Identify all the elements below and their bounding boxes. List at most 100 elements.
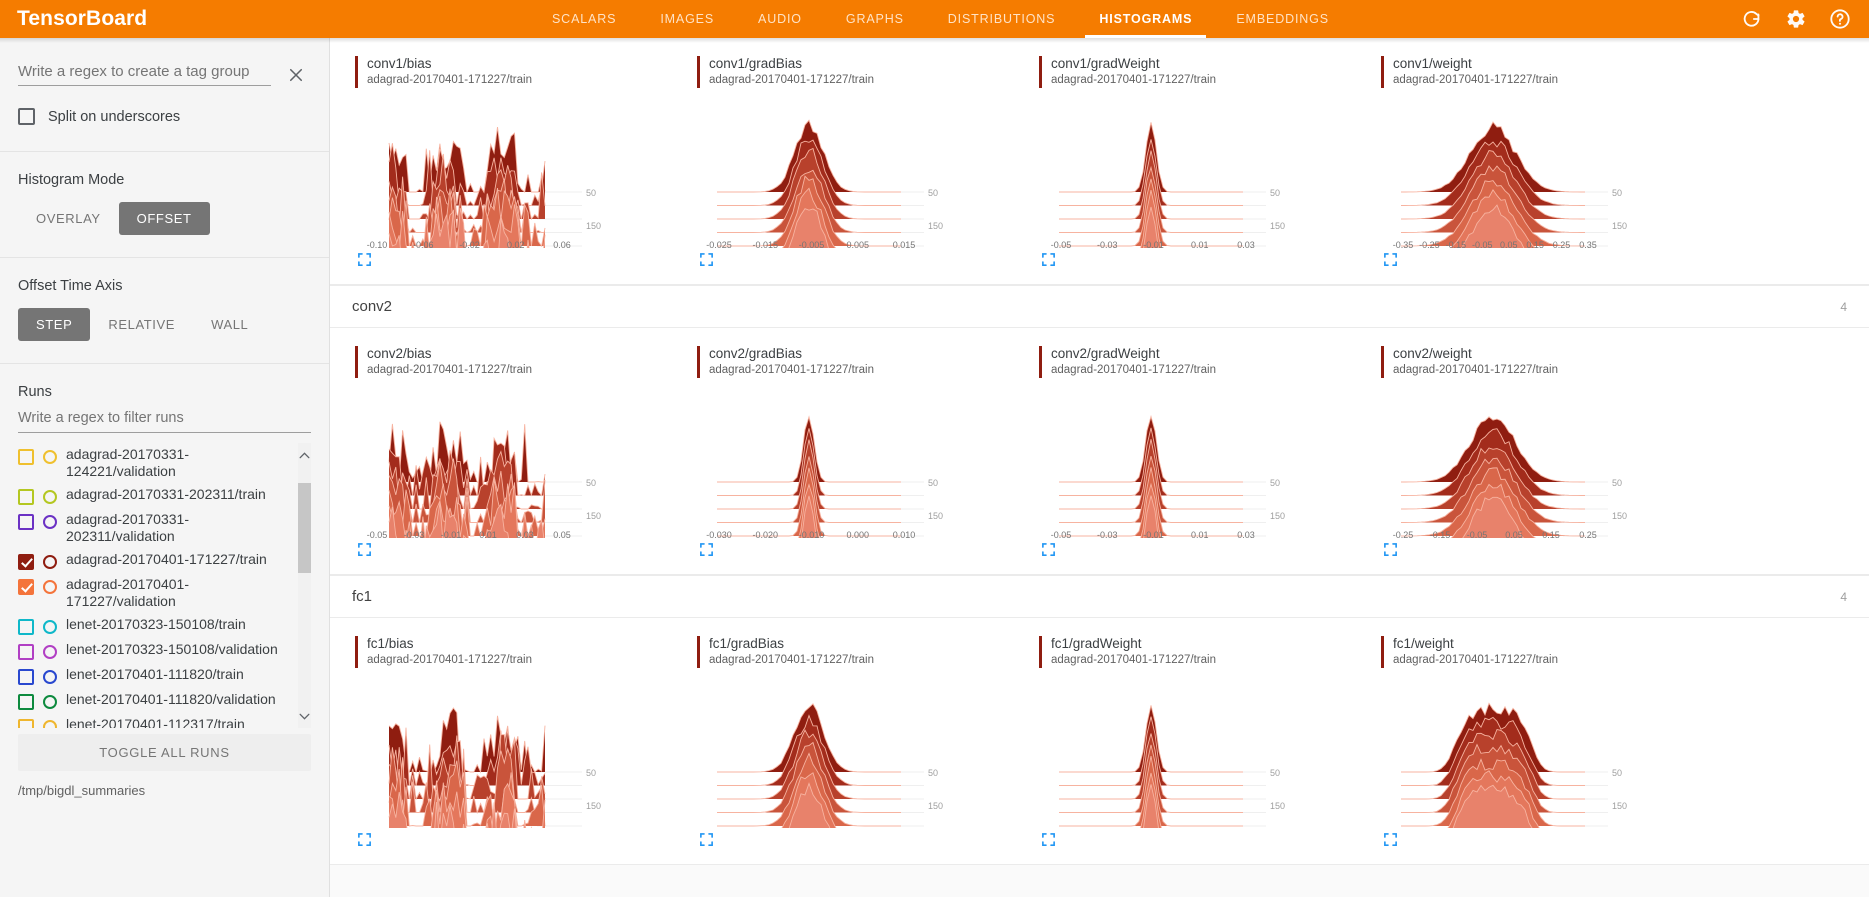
run-checkbox[interactable]: [18, 694, 34, 710]
histogram-plot[interactable]: 50 150: [1027, 678, 1357, 828]
plot-area[interactable]: 50 150: [1027, 678, 1363, 828]
expand-icon[interactable]: [1041, 832, 1363, 852]
plot-area[interactable]: 50 150: [685, 678, 1021, 828]
histogram-card[interactable]: fc1/gradBias adagrad-20170401-171227/trai…: [685, 636, 1021, 852]
run-color-dot[interactable]: [43, 670, 57, 684]
histogram-card[interactable]: conv2/gradWeight adagrad-20170401-171227/…: [1027, 346, 1363, 562]
plot-area[interactable]: 50 150: [1369, 678, 1705, 828]
histogram-plot[interactable]: 50 150 -0.05 -0.03 -0.01 0.01 0.03: [1027, 98, 1357, 248]
expand-icon[interactable]: [1383, 252, 1705, 272]
run-item[interactable]: lenet-20170323-150108/train: [18, 613, 289, 638]
tag-group-input[interactable]: [18, 61, 271, 86]
group-header-conv2[interactable]: conv2 4: [330, 285, 1869, 328]
run-filter-input[interactable]: [18, 408, 311, 433]
histograms-main[interactable]: conv1/bias adagrad-20170401-171227/train 5…: [330, 38, 1869, 897]
run-color-dot[interactable]: [43, 450, 57, 464]
toggle-all-runs-button[interactable]: TOGGLE ALL RUNS: [18, 734, 311, 771]
group-header-fc1[interactable]: fc1 4: [330, 575, 1869, 618]
run-checkbox[interactable]: [18, 514, 34, 530]
runs-scrollbar[interactable]: [298, 443, 311, 728]
plot-area[interactable]: 50 150 -0.05 -0.03 -0.01 0.01 0.03: [1027, 388, 1363, 538]
plot-area[interactable]: 50 150 -0.030 -0.020 -0.010 0.000 0.010: [685, 388, 1021, 538]
histogram-card[interactable]: fc1/bias adagrad-20170401-171227/train 50 1…: [343, 636, 679, 852]
chevron-up-icon[interactable]: [298, 445, 311, 465]
run-item[interactable]: lenet-20170323-150108/validation: [18, 638, 289, 663]
expand-icon[interactable]: [699, 252, 1021, 272]
chevron-down-icon[interactable]: [298, 706, 311, 726]
expand-icon[interactable]: [699, 832, 1021, 852]
runs-scroll-thumb[interactable]: [298, 483, 311, 573]
plot-area[interactable]: 50 150 -0.05 -0.03 -0.01 0.01 0.03: [1027, 98, 1363, 248]
expand-icon[interactable]: [1383, 832, 1705, 852]
run-item[interactable]: lenet-20170401-112317/train: [18, 713, 289, 728]
run-checkbox[interactable]: [18, 579, 34, 595]
run-checkbox[interactable]: [18, 554, 34, 570]
run-item[interactable]: adagrad-20170331-202311/train: [18, 483, 289, 508]
run-color-dot[interactable]: [43, 555, 57, 569]
histogram-card[interactable]: fc1/gradWeight adagrad-20170401-171227/tr…: [1027, 636, 1363, 852]
histogram-mode-offset[interactable]: OFFSET: [118, 202, 210, 235]
offset-time-axis-wall[interactable]: WALL: [211, 317, 249, 332]
offset-time-axis-relative[interactable]: RELATIVE: [108, 317, 176, 332]
histogram-card[interactable]: conv1/bias adagrad-20170401-171227/train 5…: [343, 56, 679, 272]
plot-area[interactable]: 50 150 -0.10 -0.06 -0.02 0.02 0.06: [343, 98, 679, 248]
histogram-card[interactable]: conv1/weight adagrad-20170401-171227/trai…: [1369, 56, 1705, 272]
run-checkbox[interactable]: [18, 619, 34, 635]
run-color-dot[interactable]: [43, 515, 57, 529]
run-item[interactable]: lenet-20170401-111820/train: [18, 663, 289, 688]
run-color-dot[interactable]: [43, 695, 57, 709]
plot-area[interactable]: 50 150 -0.25 -0.15 -0.05 0.05 0.15 0.25: [1369, 388, 1705, 538]
gear-icon[interactable]: [1785, 8, 1807, 30]
tab-images[interactable]: IMAGES: [660, 12, 715, 26]
run-checkbox[interactable]: [18, 489, 34, 505]
run-checkbox[interactable]: [18, 669, 34, 685]
histogram-card[interactable]: conv2/weight adagrad-20170401-171227/trai…: [1369, 346, 1705, 562]
run-item[interactable]: adagrad-20170401-171227/train: [18, 548, 289, 573]
histogram-plot[interactable]: 50 150 -0.05 -0.03 -0.01 0.01 0.03: [1027, 388, 1357, 538]
histogram-plot[interactable]: 50 150 -0.10 -0.06 -0.02 0.02 0.06: [343, 98, 673, 248]
expand-icon[interactable]: [699, 542, 1021, 562]
histogram-card[interactable]: conv2/gradBias adagrad-20170401-171227/tr…: [685, 346, 1021, 562]
tab-histograms[interactable]: HISTOGRAMS: [1077, 0, 1214, 38]
tab-distributions[interactable]: DISTRIBUTIONS: [947, 12, 1056, 26]
expand-icon[interactable]: [357, 252, 679, 272]
histogram-plot[interactable]: 50 150: [1369, 678, 1699, 828]
histogram-plot[interactable]: 50 150 -0.25 -0.15 -0.05 0.05 0.15 0.25: [1369, 388, 1699, 538]
refresh-icon[interactable]: [1741, 8, 1763, 30]
run-checkbox[interactable]: [18, 449, 34, 465]
tab-embeddings[interactable]: EMBEDDINGS: [1236, 12, 1329, 26]
histogram-card[interactable]: conv2/bias adagrad-20170401-171227/train 5…: [343, 346, 679, 562]
plot-area[interactable]: 50 150 -0.05 -0.03 -0.01 0.01 0.03 0.05: [343, 388, 679, 538]
plot-area[interactable]: 50 150: [343, 678, 679, 828]
split-on-underscores-checkbox[interactable]: [18, 108, 35, 125]
tab-audio[interactable]: AUDIO: [758, 12, 802, 26]
histogram-plot[interactable]: 50 150 -0.05 -0.03 -0.01 0.01 0.03 0.05: [343, 388, 673, 538]
split-on-underscores-row[interactable]: Split on underscores: [0, 86, 329, 151]
run-item[interactable]: lenet-20170401-111820/validation: [18, 688, 289, 713]
expand-icon[interactable]: [1041, 252, 1363, 272]
help-icon[interactable]: [1829, 8, 1851, 30]
plot-area[interactable]: 50 150 -0.025 -0.015 -0.005 0.005 0.015: [685, 98, 1021, 248]
expand-icon[interactable]: [357, 832, 679, 852]
run-item[interactable]: adagrad-20170401-171227/validation: [18, 573, 289, 613]
plot-area[interactable]: 50 150 -0.35 -0.25 -0.15 -0.05 0.05 0.15 0.25 0.3…: [1369, 98, 1705, 248]
tab-graphs[interactable]: GRAPHS: [845, 12, 904, 26]
histogram-plot[interactable]: 50 150: [685, 678, 1015, 828]
histogram-mode-overlay[interactable]: OVERLAY: [36, 211, 101, 226]
histogram-plot[interactable]: 50 150 -0.025 -0.015 -0.005 0.005 0.015: [685, 98, 1015, 248]
expand-icon[interactable]: [357, 542, 679, 562]
run-color-dot[interactable]: [43, 645, 57, 659]
run-color-dot[interactable]: [43, 620, 57, 634]
run-color-dot[interactable]: [43, 490, 57, 504]
histogram-card[interactable]: conv1/gradWeight adagrad-20170401-171227/…: [1027, 56, 1363, 272]
histogram-plot[interactable]: 50 150 -0.030 -0.020 -0.010 0.000 0.010: [685, 388, 1015, 538]
run-checkbox[interactable]: [18, 644, 34, 660]
close-icon[interactable]: [281, 60, 311, 90]
run-checkbox[interactable]: [18, 719, 34, 728]
run-item[interactable]: adagrad-20170331-124221/validation: [18, 443, 289, 483]
offset-time-axis-step[interactable]: STEP: [18, 308, 91, 341]
histogram-plot[interactable]: 50 150 -0.35 -0.25 -0.15 -0.05 0.05 0.15 0.25 0.3…: [1369, 98, 1699, 248]
run-color-dot[interactable]: [43, 720, 57, 728]
run-color-dot[interactable]: [43, 580, 57, 594]
histogram-card[interactable]: conv1/gradBias adagrad-20170401-171227/tr…: [685, 56, 1021, 272]
